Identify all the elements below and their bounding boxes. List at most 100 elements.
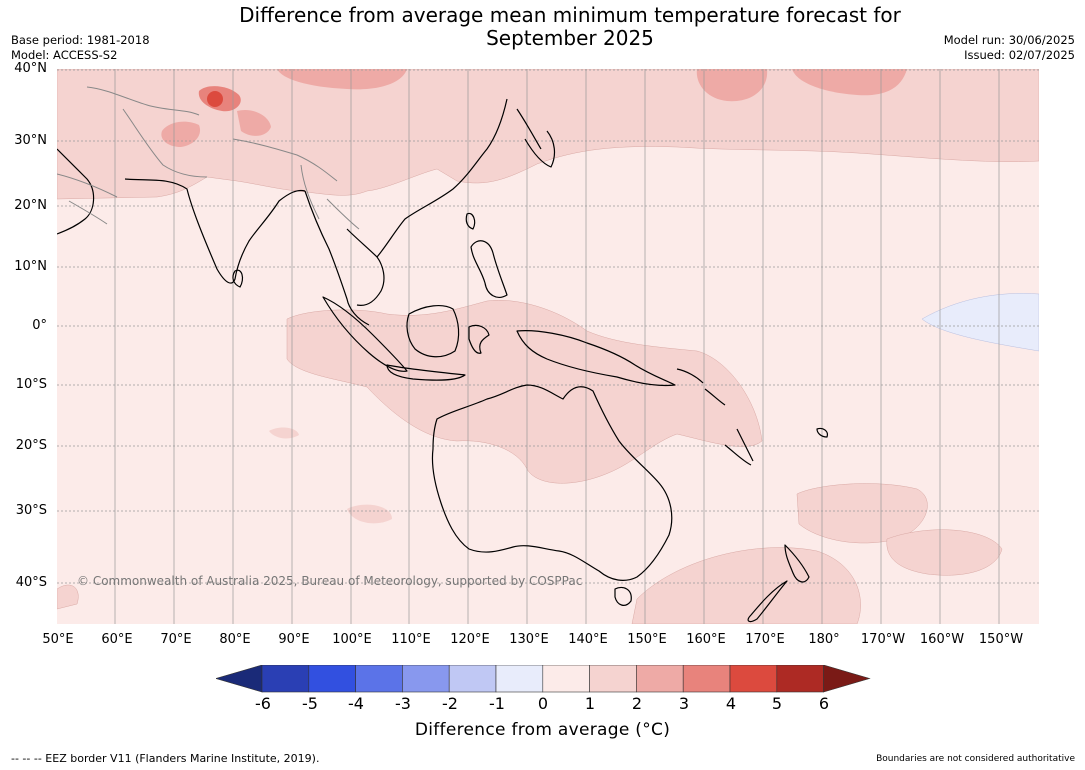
coast-fiji bbox=[816, 427, 828, 438]
coast-solomons bbox=[676, 368, 726, 406]
coast-new-zealand-north bbox=[784, 544, 810, 583]
lon-label-150w: 150°W bbox=[978, 632, 1024, 647]
north-warm-band bbox=[57, 69, 1039, 200]
lon-label-170e: 170°E bbox=[745, 632, 785, 647]
colorbar-segment bbox=[729, 664, 778, 693]
copyright-notice: © Commonwealth of Australia 2025, Bureau… bbox=[77, 574, 583, 588]
lon-label-160e: 160°E bbox=[686, 632, 726, 647]
anomaly-shading bbox=[57, 69, 1039, 624]
colorbar-extend-low bbox=[214, 664, 263, 693]
boundaries-disclaimer: Boundaries are not considered authoritat… bbox=[876, 754, 1075, 764]
colorbar-extend-high bbox=[823, 664, 871, 693]
lon-label-110e: 110°E bbox=[391, 632, 431, 647]
coast-srilanka bbox=[232, 269, 244, 288]
colorbar-svg bbox=[214, 664, 871, 693]
colorbar-segment bbox=[448, 664, 497, 693]
lon-label-160w: 160°W bbox=[919, 632, 965, 647]
coast-new-zealand-south bbox=[747, 580, 788, 623]
cool-patch-equatorial-pacific bbox=[921, 293, 1039, 352]
warm-core-himalaya bbox=[207, 91, 223, 107]
lon-label-50e: 50°E bbox=[42, 632, 74, 647]
colorbar-tick: 1 bbox=[584, 694, 596, 713]
warm-patch-north-pacific-1 bbox=[277, 69, 407, 90]
lon-label-90e: 90°E bbox=[278, 632, 310, 647]
colorbar-tick: -2 bbox=[442, 694, 458, 713]
colorbar-segment bbox=[402, 664, 450, 693]
warm-patch-far-southeast bbox=[886, 529, 1003, 576]
coast-australia bbox=[431, 384, 673, 581]
lon-label-100e: 100°E bbox=[332, 632, 372, 647]
coast-indochina bbox=[304, 190, 370, 326]
model-run: Model run: 30/06/2025 bbox=[943, 33, 1075, 47]
model-name: Model: ACCESS-S2 bbox=[11, 48, 118, 62]
lat-label-30s: 30°S bbox=[15, 503, 47, 518]
coastlines bbox=[57, 98, 828, 623]
coast-korea-japan bbox=[516, 108, 556, 168]
coast-arabia bbox=[57, 148, 95, 235]
colorbar-tick: 5 bbox=[771, 694, 783, 713]
colorbar-segment bbox=[636, 664, 684, 693]
lat-label-20s: 20°S bbox=[15, 438, 47, 453]
coast-tasmania bbox=[614, 586, 632, 606]
lon-label-80e: 80°E bbox=[219, 632, 251, 647]
colorbar-segment bbox=[308, 664, 356, 693]
colorbar-tick: 4 bbox=[725, 694, 737, 713]
coast-borneo bbox=[406, 304, 460, 358]
lon-label-60e: 60°E bbox=[101, 632, 133, 647]
page-title: Difference from average mean minimum tem… bbox=[239, 3, 901, 50]
lon-label-150e: 150°E bbox=[627, 632, 667, 647]
coast-sumatra bbox=[322, 296, 408, 372]
lon-label-70e: 70°E bbox=[160, 632, 192, 647]
lat-label-10s: 10°S bbox=[15, 377, 47, 392]
colorbar-tick: 2 bbox=[631, 694, 643, 713]
warm-patch-north-pacific-2 bbox=[696, 69, 768, 102]
coast-sulawesi bbox=[468, 324, 490, 354]
colorbar-segment bbox=[589, 664, 637, 693]
colorbar-segment bbox=[542, 664, 590, 693]
map-svg bbox=[57, 69, 1039, 624]
meta-right: Model run: 30/06/2025 Issued: 02/07/2025 bbox=[944, 33, 1075, 63]
lon-label-140e: 140°E bbox=[568, 632, 608, 647]
colorbar-segment bbox=[682, 664, 731, 693]
maritime-warm-band bbox=[286, 300, 763, 484]
colorbar-tick: -6 bbox=[255, 694, 271, 713]
lon-label-120e: 120°E bbox=[450, 632, 490, 647]
coast-indochina-east bbox=[346, 228, 385, 306]
colorbar bbox=[214, 664, 871, 699]
issued-date: Issued: 02/07/2025 bbox=[964, 48, 1075, 62]
colorbar-segment bbox=[261, 664, 310, 693]
map-panel bbox=[57, 69, 1039, 624]
colorbar-segment bbox=[495, 664, 544, 693]
warm-patch-southeast bbox=[631, 547, 861, 624]
base-period: Base period: 1981-2018 bbox=[11, 33, 150, 47]
coast-india bbox=[124, 178, 306, 284]
lat-label-0: 0° bbox=[32, 318, 47, 333]
lat-label-20n: 20°N bbox=[14, 198, 47, 213]
warm-patch-southwest bbox=[57, 584, 79, 610]
lat-label-40s: 40°S bbox=[15, 575, 47, 590]
colorbar-segment bbox=[776, 664, 824, 693]
colorbar-label: Difference from average (°C) bbox=[414, 720, 671, 740]
meta-left: Base period: 1981-2018 Model: ACCESS-S2 bbox=[11, 33, 150, 63]
coast-philippines bbox=[470, 240, 508, 298]
coast-china bbox=[376, 98, 508, 258]
colorbar-tick: 0 bbox=[537, 694, 549, 713]
coast-java bbox=[386, 364, 466, 381]
graticule bbox=[57, 69, 1039, 624]
coast-new-guinea bbox=[516, 330, 676, 387]
country-boundaries bbox=[57, 86, 360, 230]
lat-label-40n: 40°N bbox=[14, 61, 47, 76]
lon-label-180: 180° bbox=[808, 632, 840, 647]
colorbar-tick: -3 bbox=[395, 694, 411, 713]
colorbar-tick: -1 bbox=[489, 694, 505, 713]
colorbar-segment bbox=[355, 664, 403, 693]
lat-label-10n: 10°N bbox=[14, 259, 47, 274]
warm-patch-tibet bbox=[237, 109, 271, 136]
coast-taiwan bbox=[465, 212, 476, 230]
warm-patch-north-pacific-3 bbox=[792, 69, 907, 96]
warm-patch-small-1 bbox=[269, 427, 299, 439]
colorbar-tick: -5 bbox=[302, 694, 318, 713]
colorbar-tick: 6 bbox=[818, 694, 830, 713]
colorbar-tick: 3 bbox=[678, 694, 690, 713]
lat-label-30n: 30°N bbox=[14, 133, 47, 148]
